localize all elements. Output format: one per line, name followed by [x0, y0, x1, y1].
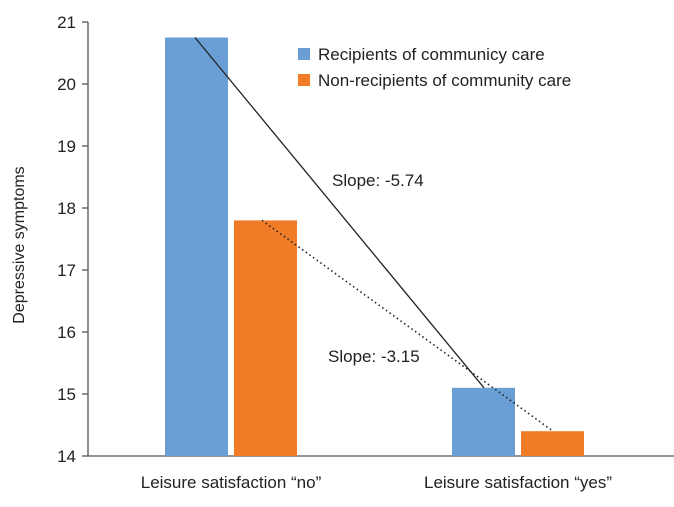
- y-tick-label: 20: [57, 75, 76, 94]
- bar-non-recipients-no: [234, 220, 297, 456]
- trend-line-non-recipients: [261, 219, 554, 432]
- chart-bars: [165, 37, 584, 456]
- y-tick-label: 19: [57, 137, 76, 156]
- slope-label-recipients: Slope: -5.74: [332, 171, 424, 190]
- chart-labels: Leisure satisfaction “no” Leisure satisfa…: [141, 171, 613, 492]
- chart-legend: Recipients of communicy care Non-recipien…: [298, 45, 571, 90]
- y-tick-label: 14: [57, 447, 76, 466]
- bar-recipients-yes: [452, 387, 515, 456]
- bar-non-recipients-yes: [521, 431, 584, 456]
- y-tick-label: 15: [57, 385, 76, 404]
- y-axis-title: Depressive symptoms: [11, 166, 28, 323]
- y-tick-label: 18: [57, 199, 76, 218]
- y-tick-label: 21: [57, 13, 76, 32]
- legend-label-non-recipients: Non-recipients of community care: [318, 71, 571, 90]
- chart-trend-lines: [194, 37, 554, 432]
- y-tick-label: 17: [57, 261, 76, 280]
- x-category-label: Leisure satisfaction “yes”: [424, 473, 612, 492]
- legend-swatch-non-recipients: [298, 74, 310, 86]
- chart-axes: 14 15 16 17 18 19 20 21 Depressive symptoms: [11, 13, 674, 466]
- y-tick-label: 16: [57, 323, 76, 342]
- bar-recipients-no: [165, 37, 228, 456]
- x-category-label: Leisure satisfaction “no”: [141, 473, 322, 492]
- slope-label-non-recipients: Slope: -3.15: [328, 347, 420, 366]
- legend-label-recipients: Recipients of communicy care: [318, 45, 545, 64]
- trend-line-recipients: [194, 37, 485, 389]
- legend-swatch-recipients: [298, 48, 310, 60]
